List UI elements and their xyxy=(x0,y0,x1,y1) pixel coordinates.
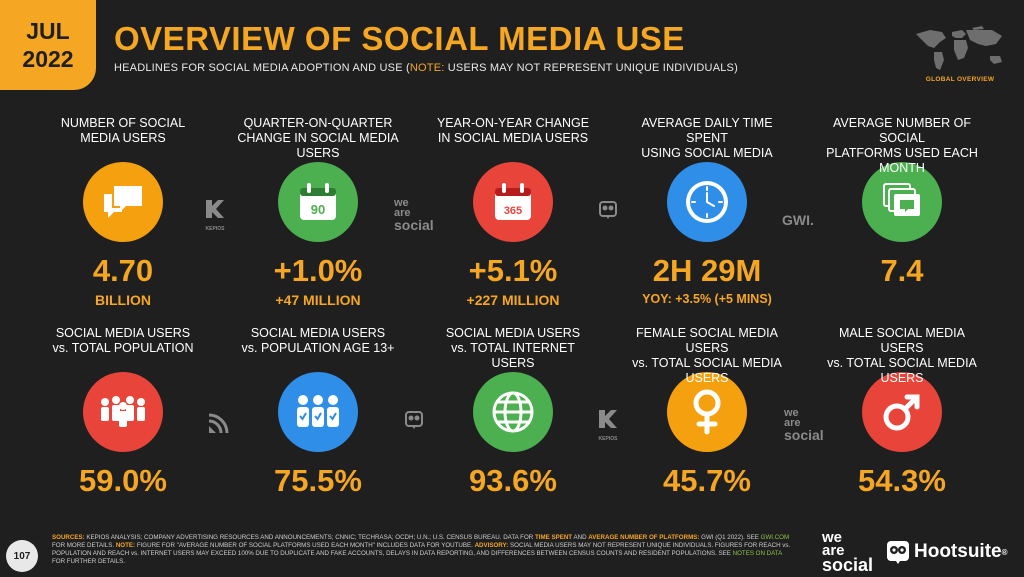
stat-value: 4.70 xyxy=(92,253,154,288)
notes-on-data-link[interactable]: NOTES ON DATA xyxy=(732,550,782,557)
stat-label-line1: AVERAGE DAILY TIME SPENT xyxy=(641,116,773,145)
gwi-logo: GWI. xyxy=(782,212,814,228)
stat-label-line1: SOCIAL MEDIA USERS xyxy=(55,326,191,340)
stat-male-users: MALE SOCIAL MEDIA USERS vs. TOTAL SOCIAL… xyxy=(817,326,987,498)
stat-label-line2: USING SOCIAL MEDIA xyxy=(641,146,773,160)
svg-text:365: 365 xyxy=(504,205,522,217)
chat-bubbles-icon xyxy=(83,162,163,242)
stat-label: YEAR-ON-YEAR CHANGE IN SOCIAL MEDIA USER… xyxy=(428,116,598,148)
stat-label: QUARTER-ON-QUARTER CHANGE IN SOCIAL MEDI… xyxy=(233,116,403,160)
stat-label: NUMBER OF SOCIAL MEDIA USERS xyxy=(38,116,208,148)
stat-users-vs-pop-13plus: SOCIAL MEDIA USERS vs. POPULATION AGE 13… xyxy=(233,326,403,498)
date-year: 2022 xyxy=(22,46,74,72)
crowd-icon xyxy=(83,372,163,452)
kepios-icon xyxy=(206,200,224,218)
world-map-icon xyxy=(916,26,1002,70)
stat-label-line1: AVERAGE NUMBER OF SOCIAL xyxy=(833,116,971,145)
stat-value: 54.3% xyxy=(858,463,946,498)
stat-label-line2: CHANGE IN SOCIAL MEDIA USERS xyxy=(237,131,399,160)
stat-label-line1: SOCIAL MEDIA USERS xyxy=(250,326,386,340)
stat-value: +5.1% xyxy=(468,253,558,288)
signal-icon xyxy=(208,413,229,434)
stat-value: 7.4 xyxy=(880,253,924,288)
subtitle-main: HEADLINES FOR SOCIAL MEDIA ADOPTION AND … xyxy=(114,62,410,74)
stat-sub: +47 MILLION xyxy=(275,292,361,308)
page-title: OVERVIEW OF SOCIAL MEDIA USE xyxy=(114,20,685,57)
stat-label: SOCIAL MEDIA USERS vs. POPULATION AGE 13… xyxy=(233,326,403,358)
male-symbol-icon xyxy=(862,372,942,452)
stat-avg-platforms: AVERAGE NUMBER OF SOCIAL PLATFORMS USED … xyxy=(817,116,987,292)
people-check-icon xyxy=(278,372,358,452)
stat-label-line2: vs. TOTAL SOCIAL MEDIA USERS xyxy=(827,356,977,385)
stat-label-line2: vs. POPULATION AGE 13+ xyxy=(241,341,395,355)
we-are-social-logo-2: we are social xyxy=(784,407,824,443)
stat-value: 75.5% xyxy=(274,463,362,498)
stat-label: MALE SOCIAL MEDIA USERS vs. TOTAL SOCIAL… xyxy=(817,326,987,385)
calendar-365-icon: 365 xyxy=(473,162,553,242)
stat-label: AVERAGE DAILY TIME SPENT USING SOCIAL ME… xyxy=(622,116,792,160)
stat-label-line2: PLATFORMS USED EACH MONTH xyxy=(826,146,978,175)
stat-label-line1: FEMALE SOCIAL MEDIA USERS xyxy=(636,326,778,355)
date-badge: JUL 2022 xyxy=(0,0,96,90)
stat-label: FEMALE SOCIAL MEDIA USERS vs. TOTAL SOCI… xyxy=(622,326,792,385)
stat-social-media-users: NUMBER OF SOCIAL MEDIA USERS 4.70 BILLIO… xyxy=(38,116,208,308)
stat-sub: +227 MILLION xyxy=(466,292,560,308)
subtitle-rest: USERS MAY NOT REPRESENT UNIQUE INDIVIDUA… xyxy=(444,62,738,74)
stat-label-line1: QUARTER-ON-QUARTER xyxy=(243,116,393,130)
kepios-logo-2: KEPIOS xyxy=(597,408,619,442)
stat-female-users: FEMALE SOCIAL MEDIA USERS vs. TOTAL SOCI… xyxy=(622,326,792,498)
stat-value: 93.6% xyxy=(469,463,557,498)
stat-users-vs-population: SOCIAL MEDIA USERS vs. TOTAL POPULATION … xyxy=(38,326,208,498)
female-symbol-icon xyxy=(667,372,747,452)
kepios-logo: KEPIOS xyxy=(204,198,226,232)
date-month: JUL xyxy=(26,18,70,44)
stat-value: 45.7% xyxy=(663,463,751,498)
stat-label-line1: MALE SOCIAL MEDIA USERS xyxy=(839,326,965,355)
gwi-link[interactable]: GWI.COM xyxy=(760,534,790,541)
owl-icon xyxy=(405,411,423,429)
owl-icon xyxy=(599,201,617,219)
datareportal-logo xyxy=(206,412,230,441)
globe-icon xyxy=(473,372,553,452)
hootsuite-brand: Hootsuite ® xyxy=(886,540,1008,564)
stat-label: SOCIAL MEDIA USERS vs. TOTAL POPULATION xyxy=(38,326,208,358)
stat-label: AVERAGE NUMBER OF SOCIAL PLATFORMS USED … xyxy=(817,116,987,175)
stat-label-line2: vs. TOTAL POPULATION xyxy=(52,341,194,355)
stat-users-vs-internet: SOCIAL MEDIA USERS vs. TOTAL INTERNET US… xyxy=(428,326,598,498)
stat-value: 59.0% xyxy=(79,463,167,498)
clock-icon xyxy=(667,162,747,242)
stat-label-line1: YEAR-ON-YEAR CHANGE xyxy=(436,116,590,130)
hootsuite-owl-icon xyxy=(887,541,909,564)
calendar-90-icon: 90 xyxy=(278,162,358,242)
global-overview-label: GLOBAL OVERVIEW xyxy=(925,76,995,83)
stat-label: SOCIAL MEDIA USERS vs. TOTAL INTERNET US… xyxy=(428,326,598,370)
page-number: 107 xyxy=(6,540,38,572)
page-subtitle: HEADLINES FOR SOCIAL MEDIA ADOPTION AND … xyxy=(114,62,738,74)
sources-footnote: SOURCES: KEPIOS ANALYSIS; COMPANY ADVERT… xyxy=(52,534,791,565)
we-are-social-brand: we are social xyxy=(822,529,874,575)
stacked-windows-icon xyxy=(862,162,942,242)
stat-value: +1.0% xyxy=(273,253,363,288)
stat-sub: BILLION xyxy=(95,292,151,308)
stat-label-line2: IN SOCIAL MEDIA USERS xyxy=(437,131,589,145)
stat-label-line1: NUMBER OF SOCIAL xyxy=(60,116,186,130)
stat-label-line2: vs. TOTAL SOCIAL MEDIA USERS xyxy=(632,356,782,385)
subtitle-note: NOTE: xyxy=(409,62,445,74)
stat-yoy-change: YEAR-ON-YEAR CHANGE IN SOCIAL MEDIA USER… xyxy=(428,116,598,308)
svg-text:90: 90 xyxy=(311,202,325,217)
stat-label-line1: SOCIAL MEDIA USERS xyxy=(445,326,581,340)
we-are-social-logo: we are social xyxy=(394,197,434,233)
stat-sub: YOY: +3.5% (+5 MINS) xyxy=(642,292,772,306)
owl-logo-2 xyxy=(404,410,424,435)
stat-value: 2H 29M xyxy=(652,253,762,288)
kepios-icon xyxy=(599,410,617,428)
stat-daily-time: AVERAGE DAILY TIME SPENT USING SOCIAL ME… xyxy=(622,116,792,306)
stat-label-line2: MEDIA USERS xyxy=(80,131,166,145)
stat-label-line2: vs. TOTAL INTERNET USERS xyxy=(451,341,575,370)
stat-qoq-change: QUARTER-ON-QUARTER CHANGE IN SOCIAL MEDI… xyxy=(233,116,403,308)
owl-logo xyxy=(598,200,618,225)
